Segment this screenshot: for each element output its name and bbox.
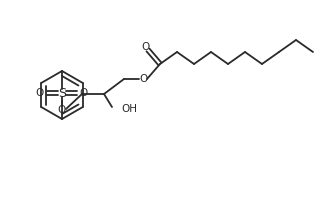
- Text: O: O: [80, 88, 88, 98]
- Text: O: O: [141, 42, 149, 52]
- Text: S: S: [58, 87, 66, 99]
- Text: OH: OH: [121, 104, 137, 114]
- Text: O: O: [58, 105, 66, 115]
- Text: O: O: [36, 88, 44, 98]
- Text: O: O: [139, 74, 147, 84]
